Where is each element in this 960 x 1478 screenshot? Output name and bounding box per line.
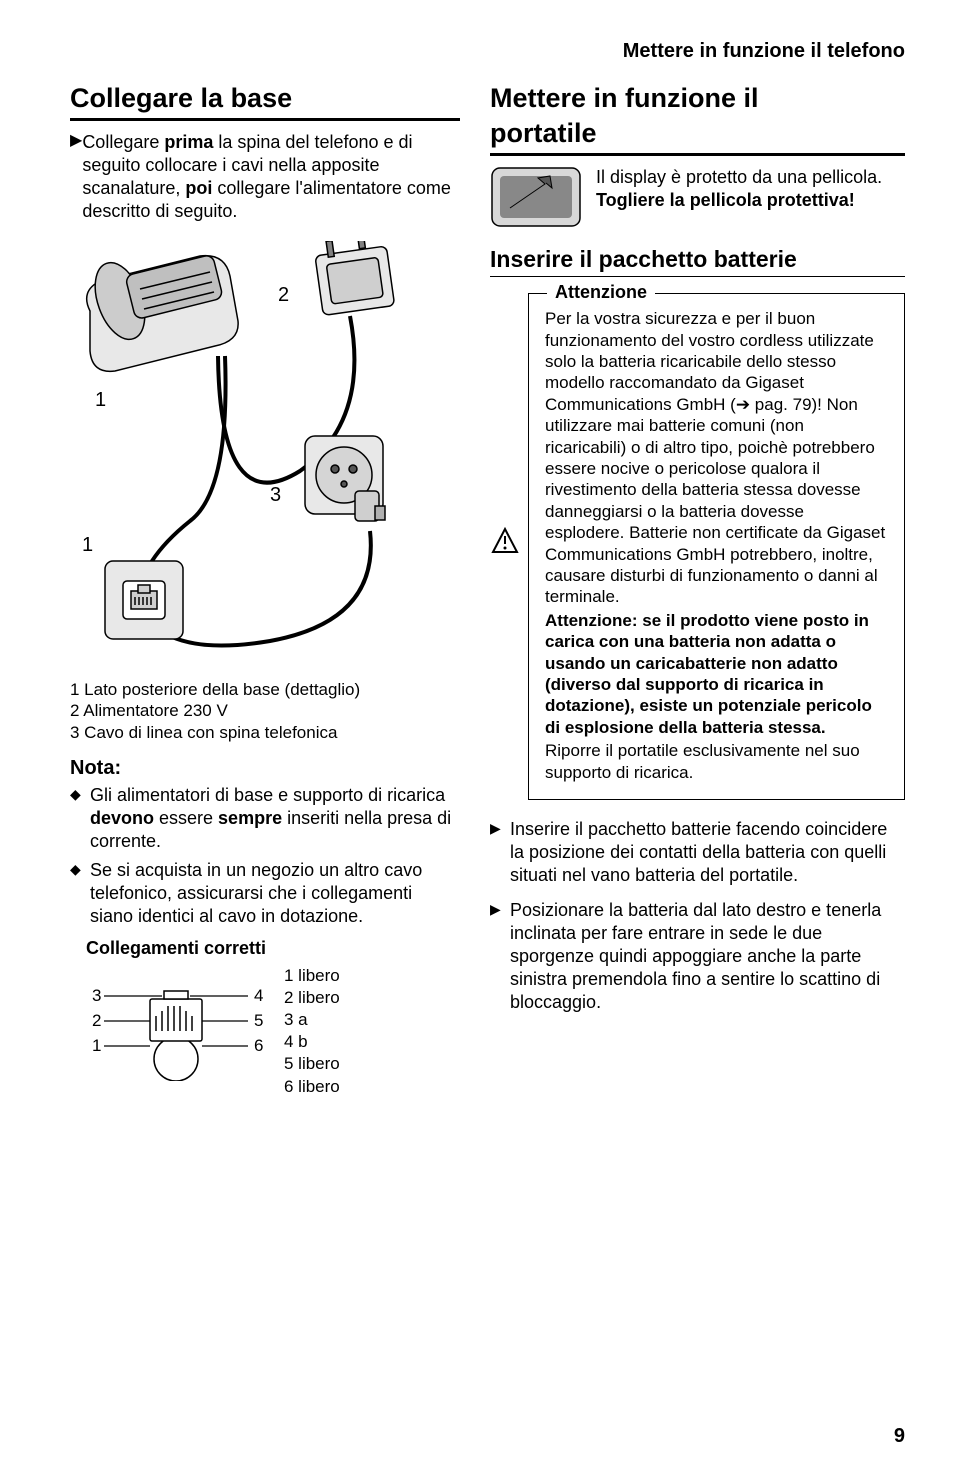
h1-underline [70, 118, 460, 121]
warning-title: Attenzione [547, 282, 655, 303]
left-h1: Collegare la base [70, 83, 460, 114]
base-connection-diagram: 1 2 [70, 241, 460, 671]
warning-text: Per la vostra sicurezza e per il buon fu… [545, 308, 888, 783]
step-1: Inserire il pacchetto batterie facendo c… [490, 818, 905, 887]
right-h2-underline [490, 276, 905, 277]
left-column: Collegare la base ▶ Collegare prima la s… [70, 83, 460, 1098]
diagram-label-3: 3 [270, 484, 281, 506]
diagram-legend: 1 Lato posteriore della base (dettaglio)… [70, 679, 460, 743]
svg-text:2: 2 [92, 1011, 101, 1030]
nota-item-2: Se si acquista in un negozio un altro ca… [70, 859, 460, 928]
play-icon: ▶ [70, 131, 82, 223]
diagram-label-1b: 1 [82, 534, 93, 556]
diagram-label-2: 2 [278, 284, 289, 306]
nota-heading: Nota: [70, 757, 460, 780]
svg-text:1: 1 [92, 1036, 101, 1055]
display-text: Il display è protetto da una pellicola. … [596, 166, 905, 212]
pin-legend: 1 libero 2 libero 3 a 4 b 5 libero 6 lib… [284, 965, 340, 1098]
right-column: Mettere in funzione il portatile Il disp… [490, 83, 905, 1098]
svg-text:3: 3 [92, 986, 101, 1005]
steps-list: Inserire il pacchetto batterie facendo c… [490, 818, 905, 1014]
nota-item-1: Gli alimentatori di base e supporto di r… [70, 784, 460, 853]
running-header: Mettere in funzione il telefono [70, 40, 905, 63]
warning-icon [491, 527, 519, 555]
warning-box: Attenzione Per la vostra sicurezza e per… [528, 293, 905, 800]
screen-film-icon [490, 166, 582, 228]
page-number: 9 [894, 1425, 905, 1448]
right-h1-line2: portatile [490, 118, 905, 149]
svg-text:6: 6 [254, 1036, 263, 1055]
step-2: Posizionare la batteria dal lato destro … [490, 899, 905, 1014]
nota-list: Gli alimentatori di base e supporto di r… [70, 784, 460, 928]
svg-text:4: 4 [254, 986, 263, 1005]
intro-text: ▶ Collegare prima la spina del telefono … [70, 131, 460, 223]
svg-text:5: 5 [254, 1011, 263, 1030]
right-h1-line1: Mettere in funzione il [490, 83, 905, 114]
right-h1-underline [490, 153, 905, 156]
connections-heading: Collegamenti corretti [86, 938, 460, 959]
diagram-label-1: 1 [95, 389, 106, 411]
display-row: Il display è protetto da una pellicola. … [490, 166, 905, 228]
right-h2: Inserire il pacchetto batterie [490, 246, 905, 273]
pin-diagram: 3 2 1 4 5 6 [86, 965, 460, 1098]
